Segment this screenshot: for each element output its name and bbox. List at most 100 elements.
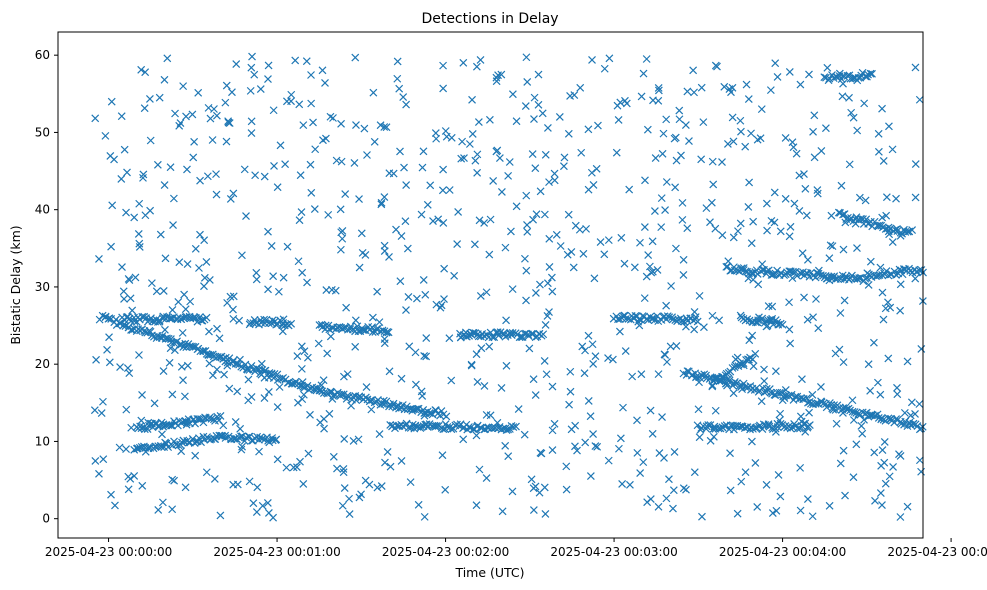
detection-point: [853, 76, 862, 85]
detection-point: [608, 355, 617, 364]
detection-point: [748, 331, 757, 340]
detection-point: [803, 394, 811, 402]
detection-point: [212, 111, 221, 120]
detection-point: [278, 327, 287, 336]
detection-point: [911, 274, 920, 283]
detection-point: [311, 145, 320, 154]
detection-point: [468, 130, 477, 138]
detection-point: [884, 414, 893, 423]
detection-point: [809, 313, 818, 322]
detection-point: [319, 136, 327, 145]
detection-point: [733, 509, 742, 518]
detection-point: [911, 63, 920, 72]
detection-point: [497, 188, 506, 196]
detection-point: [493, 418, 502, 427]
detection-point: [194, 88, 203, 97]
detection-point: [617, 233, 626, 242]
detection-point: [566, 367, 575, 376]
detection-point: [786, 339, 795, 348]
detection-point: [817, 383, 825, 391]
detection-point: [440, 264, 449, 273]
detection-point: [813, 189, 822, 198]
detection-point: [467, 361, 476, 370]
detection-point: [152, 287, 161, 296]
detection-point: [734, 227, 742, 236]
detection-point: [685, 137, 693, 145]
detection-point: [223, 298, 232, 307]
detection-point: [273, 403, 282, 411]
detection-point: [615, 327, 624, 336]
detection-point: [203, 172, 212, 181]
detection-point: [215, 431, 224, 440]
detection-point: [368, 313, 377, 322]
detection-point: [699, 323, 708, 332]
detection-point: [509, 423, 518, 432]
detection-point: [116, 363, 124, 371]
detection-point: [442, 412, 451, 421]
detection-point: [399, 93, 408, 102]
detection-point: [577, 148, 586, 157]
detection-point: [418, 163, 427, 172]
detection-point: [633, 448, 642, 457]
detection-point: [582, 224, 591, 233]
detection-point: [543, 312, 552, 320]
detection-point: [314, 339, 323, 348]
detection-point: [556, 242, 565, 250]
detection-point: [803, 495, 812, 503]
detection-point: [855, 274, 864, 283]
detection-point: [788, 274, 797, 283]
detection-point: [747, 239, 756, 248]
detection-point: [447, 133, 456, 142]
detection-point: [736, 116, 745, 125]
detection-point: [235, 316, 244, 325]
detection-point: [654, 96, 663, 105]
x-tick-label: 2025-04-23 00:04:00: [719, 545, 846, 559]
detection-point: [881, 304, 890, 313]
detection-point: [438, 451, 447, 460]
detection-point: [675, 115, 684, 124]
detection-point: [690, 308, 699, 316]
detection-point: [825, 501, 834, 510]
detection-point: [711, 61, 720, 70]
detection-point: [321, 79, 329, 87]
detection-point: [95, 255, 103, 263]
detection-point: [240, 165, 249, 174]
detection-point: [745, 178, 754, 187]
detection-point: [781, 386, 790, 394]
detection-point: [903, 227, 912, 236]
detection-point: [845, 93, 853, 102]
detection-point: [329, 114, 337, 122]
detection-point: [814, 324, 823, 333]
detection-point: [885, 472, 894, 481]
detection-point: [792, 149, 801, 158]
detection-point: [482, 288, 491, 297]
detection-point: [458, 137, 467, 146]
detection-point: [456, 333, 465, 342]
detection-point: [357, 490, 365, 499]
detection-point: [339, 465, 348, 473]
detection-point: [508, 329, 517, 337]
detection-point: [385, 402, 393, 411]
detection-point: [906, 411, 915, 420]
detection-point: [275, 383, 284, 391]
detection-point: [258, 434, 267, 443]
detection-point: [393, 74, 402, 83]
detection-point: [531, 164, 540, 173]
detection-point: [749, 217, 758, 226]
detection-point: [498, 507, 507, 516]
detection-point: [497, 70, 506, 79]
detection-point: [90, 406, 99, 415]
detection-point: [291, 56, 300, 65]
detection-point: [709, 180, 718, 189]
detection-point: [202, 468, 211, 477]
detection-point: [876, 489, 885, 498]
detection-point: [397, 374, 406, 383]
x-tick-label: 2025-04-23 00:03:00: [550, 545, 677, 559]
detection-point: [640, 294, 649, 303]
detection-point: [808, 390, 817, 399]
detection-point: [616, 434, 625, 443]
detection-point: [654, 370, 663, 379]
detection-point: [353, 322, 362, 331]
detection-point: [839, 446, 848, 455]
detection-point: [141, 447, 150, 456]
